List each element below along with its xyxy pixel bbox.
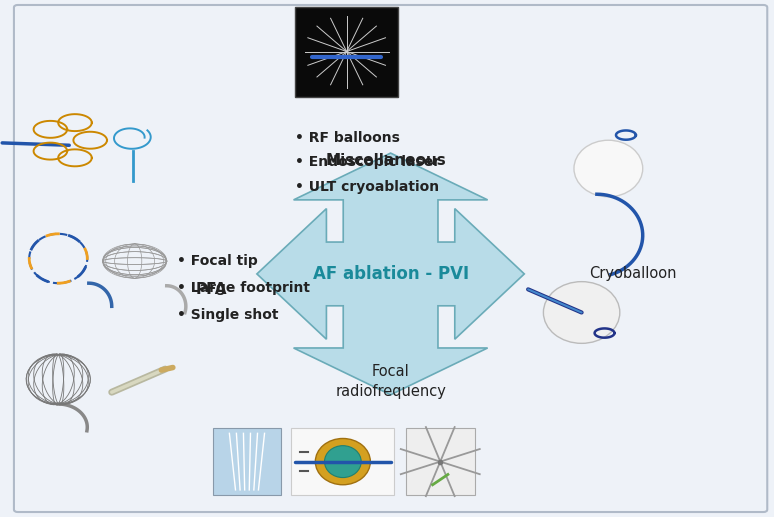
Text: Focal
radiofrequency: Focal radiofrequency	[335, 364, 446, 399]
FancyBboxPatch shape	[406, 428, 474, 495]
Text: • Large footprint: • Large footprint	[176, 281, 310, 295]
FancyBboxPatch shape	[291, 428, 395, 495]
Text: PFA: PFA	[195, 282, 227, 297]
Text: • Focal tip: • Focal tip	[176, 254, 258, 268]
Text: Miscellaneous: Miscellaneous	[326, 154, 447, 169]
Ellipse shape	[574, 140, 642, 197]
Text: • ULT cryoablation: • ULT cryoablation	[295, 180, 439, 194]
Polygon shape	[257, 153, 524, 395]
FancyBboxPatch shape	[14, 5, 767, 512]
Text: • RF balloons: • RF balloons	[295, 131, 400, 145]
Text: AF ablation - PVI: AF ablation - PVI	[313, 265, 469, 283]
Ellipse shape	[324, 446, 361, 478]
FancyBboxPatch shape	[213, 428, 281, 495]
Ellipse shape	[543, 282, 620, 343]
Ellipse shape	[315, 438, 370, 485]
Text: • Endoscopic laser: • Endoscopic laser	[295, 155, 440, 170]
Text: • Single shot: • Single shot	[176, 308, 278, 322]
Text: Cryoballoon: Cryoballoon	[589, 266, 676, 281]
FancyBboxPatch shape	[295, 7, 399, 97]
